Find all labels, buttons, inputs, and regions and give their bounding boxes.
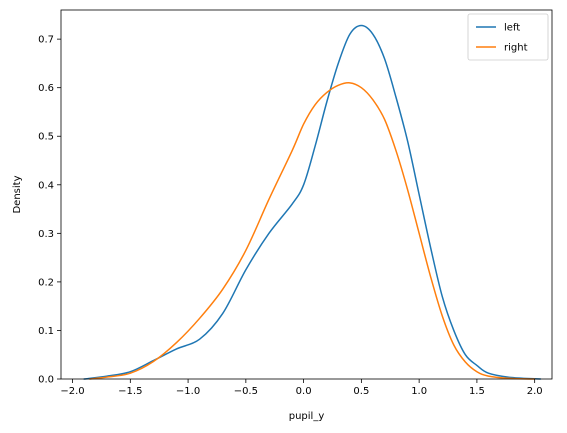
legend-box: [467, 13, 549, 61]
axes-frame: [60, 9, 553, 380]
x-axis: −2.0 −1.5 −1.0 −0.5 0.0 0.5 1.0 1.5 2.0: [60, 379, 543, 397]
x-tick-label: −1.5: [118, 386, 142, 397]
y-tick-label: 0.0: [38, 375, 54, 386]
x-tick-label: 1.0: [411, 386, 427, 397]
x-axis-label: pupil_y: [289, 411, 325, 422]
y-tick-label: 0.6: [38, 83, 54, 94]
x-tick-label: −1.0: [176, 386, 200, 397]
y-tick-label: 0.5: [38, 132, 54, 143]
y-tick-label: 0.4: [38, 180, 54, 191]
y-axis: 0.0 0.1 0.2 0.3 0.4 0.5 0.6 0.7: [38, 35, 61, 386]
x-tick-label: 1.5: [469, 386, 485, 397]
y-tick-label: 0.2: [38, 277, 54, 288]
x-tick-label: 2.0: [527, 386, 543, 397]
x-tick-label: −2.0: [60, 386, 84, 397]
legend-label-left: left: [504, 23, 520, 34]
legend: left right: [467, 13, 549, 61]
x-tick-label: 0.5: [353, 386, 369, 397]
y-axis-label: Density: [12, 175, 23, 213]
series-line-left: [83, 24, 542, 380]
y-tick-label: 0.1: [38, 326, 54, 337]
series-layer: [83, 24, 542, 380]
x-tick-label: 0.0: [296, 386, 312, 397]
x-tick-label: −0.5: [234, 386, 258, 397]
y-tick-label: 0.7: [38, 35, 54, 46]
legend-label-right: right: [504, 43, 528, 54]
y-tick-label: 0.3: [38, 229, 54, 240]
series-line-right: [89, 82, 536, 380]
